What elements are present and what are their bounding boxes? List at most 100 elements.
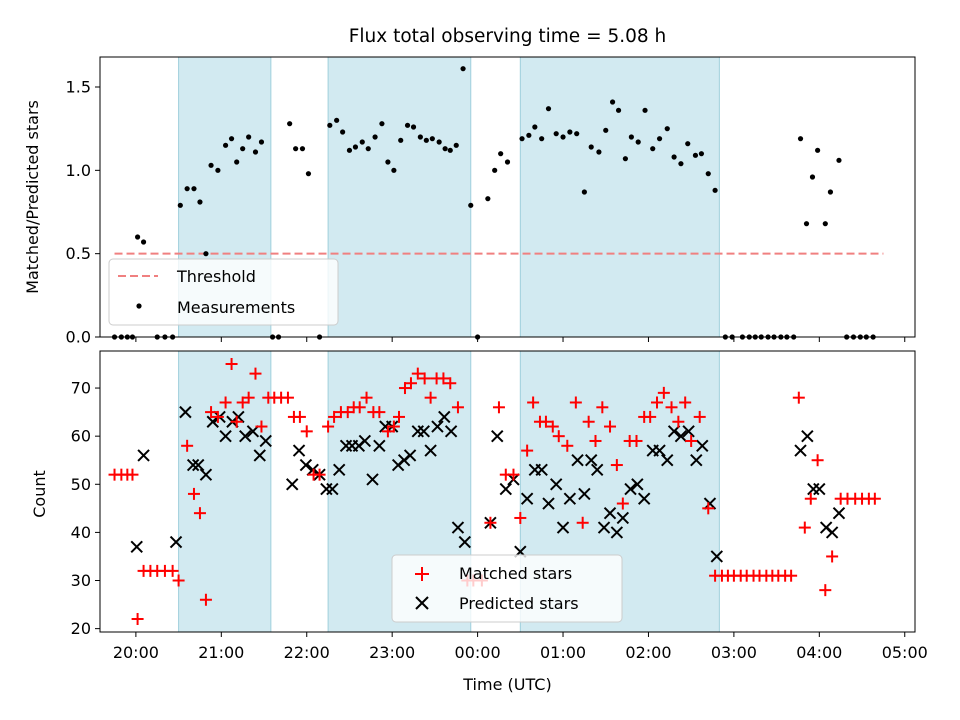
predicted-star-point — [169, 535, 183, 549]
measurement-point — [539, 136, 545, 142]
matched-star-point — [131, 613, 144, 626]
x-tick-label: 23:00 — [369, 643, 415, 662]
legend-matched-label: Matched stars — [459, 564, 572, 583]
legend-predicted-swatch — [415, 596, 429, 610]
predicted-star-point — [358, 434, 372, 448]
matched-star-point — [546, 420, 559, 433]
matched-star-point — [811, 454, 824, 467]
matched-star-point — [672, 415, 685, 428]
matched-star-point — [644, 410, 657, 423]
predicted-star-point — [206, 415, 219, 428]
predicted-star-point — [451, 521, 465, 534]
predicted-star-point — [825, 526, 839, 539]
measurement-point — [797, 136, 804, 142]
predicted-star-point — [239, 429, 252, 443]
bottom-y-tick-label: 30 — [71, 571, 91, 590]
top-observing-window-3 — [519, 56, 720, 338]
predicted-star-point — [438, 410, 451, 424]
bottom-y-tick-label: 40 — [71, 523, 91, 542]
matched-star-point — [610, 459, 623, 472]
matched-star-point — [685, 434, 698, 447]
top-axes-frame — [99, 56, 916, 338]
predicted-star-point — [179, 405, 192, 419]
predicted-star-point — [563, 492, 577, 505]
predicted-star-point — [520, 492, 534, 505]
chart-title: Flux total observing time = 5.08 h — [349, 26, 667, 47]
legend-matched-swatch — [415, 567, 429, 581]
measurement-point — [436, 139, 442, 145]
measurement-point — [203, 251, 209, 257]
bottom-observing-window-1 — [178, 350, 272, 633]
predicted-star-point — [366, 473, 379, 486]
matched-star-point — [616, 497, 629, 510]
measurement-point — [553, 131, 559, 137]
measurement-point — [134, 234, 141, 240]
matched-star-point — [527, 396, 540, 409]
matched-star-point — [166, 564, 179, 577]
measurement-point — [712, 187, 718, 193]
measurement-point — [252, 149, 259, 155]
bottom-legend: Matched stars Predicted stars — [391, 554, 623, 623]
predicted-star-point — [499, 482, 512, 496]
predicted-star-point — [571, 454, 584, 467]
measurement-point — [234, 159, 240, 165]
measurement-point — [293, 146, 299, 152]
top-y-tick-label: 0.5 — [66, 244, 91, 263]
matched-star-point — [792, 391, 805, 404]
top-observing-windows — [178, 56, 720, 338]
measurement-point — [596, 149, 602, 155]
predicted-star-point — [624, 482, 637, 496]
predicted-star-point — [232, 410, 245, 424]
matched-star-point — [281, 391, 294, 404]
predicted-star-point — [130, 540, 143, 554]
matched-star-point — [630, 434, 643, 447]
matched-star-point — [514, 511, 527, 524]
predicted-star-point — [299, 458, 313, 472]
matched-star-point — [484, 516, 497, 529]
matched-star-point — [507, 468, 520, 481]
predicted-star-point — [219, 429, 232, 443]
matched-star-point — [492, 401, 505, 414]
measurement-point — [287, 121, 293, 127]
measurement-point — [453, 142, 459, 148]
measurement-point — [365, 146, 371, 152]
matched-star-point — [211, 410, 224, 423]
measurement-point — [140, 239, 147, 245]
measurement-point — [809, 174, 816, 180]
matched-star-point — [313, 468, 326, 481]
predicted-star-point — [597, 521, 611, 534]
predicted-star-point — [631, 478, 644, 491]
measurement-point — [385, 159, 391, 165]
matched-star-point — [576, 516, 589, 529]
matched-star-point — [172, 574, 185, 587]
predicted-star-point — [610, 526, 624, 539]
bottom-y-tick-label: 50 — [71, 475, 91, 494]
measurement-point — [228, 136, 235, 142]
matched-star-point — [322, 420, 335, 433]
predicted-star-point — [542, 497, 555, 510]
matched-star-point — [393, 410, 406, 423]
measurement-point — [372, 134, 378, 140]
top-y-tick-label: 0.0 — [66, 328, 91, 347]
matched-star-point — [387, 420, 400, 433]
measurement-point — [305, 171, 312, 177]
measurement-point — [404, 122, 411, 128]
measurement-point — [177, 202, 183, 208]
measurement-point — [334, 117, 340, 123]
predicted-star-point — [535, 463, 548, 477]
measurement-point — [184, 186, 190, 192]
measurement-point — [692, 152, 699, 158]
matched-star-point — [126, 468, 139, 481]
count-points — [108, 357, 881, 626]
measurement-point — [545, 106, 552, 112]
measurement-point — [622, 156, 628, 162]
measurement-point — [442, 146, 448, 152]
measurement-point — [650, 146, 656, 152]
matched-star-point — [657, 386, 670, 399]
predicted-star-point — [832, 506, 846, 520]
matched-star-point — [219, 396, 232, 409]
legend-measurement-swatch — [136, 303, 142, 309]
x-tick-label: 05:00 — [882, 643, 928, 662]
measurement-point — [615, 107, 622, 113]
